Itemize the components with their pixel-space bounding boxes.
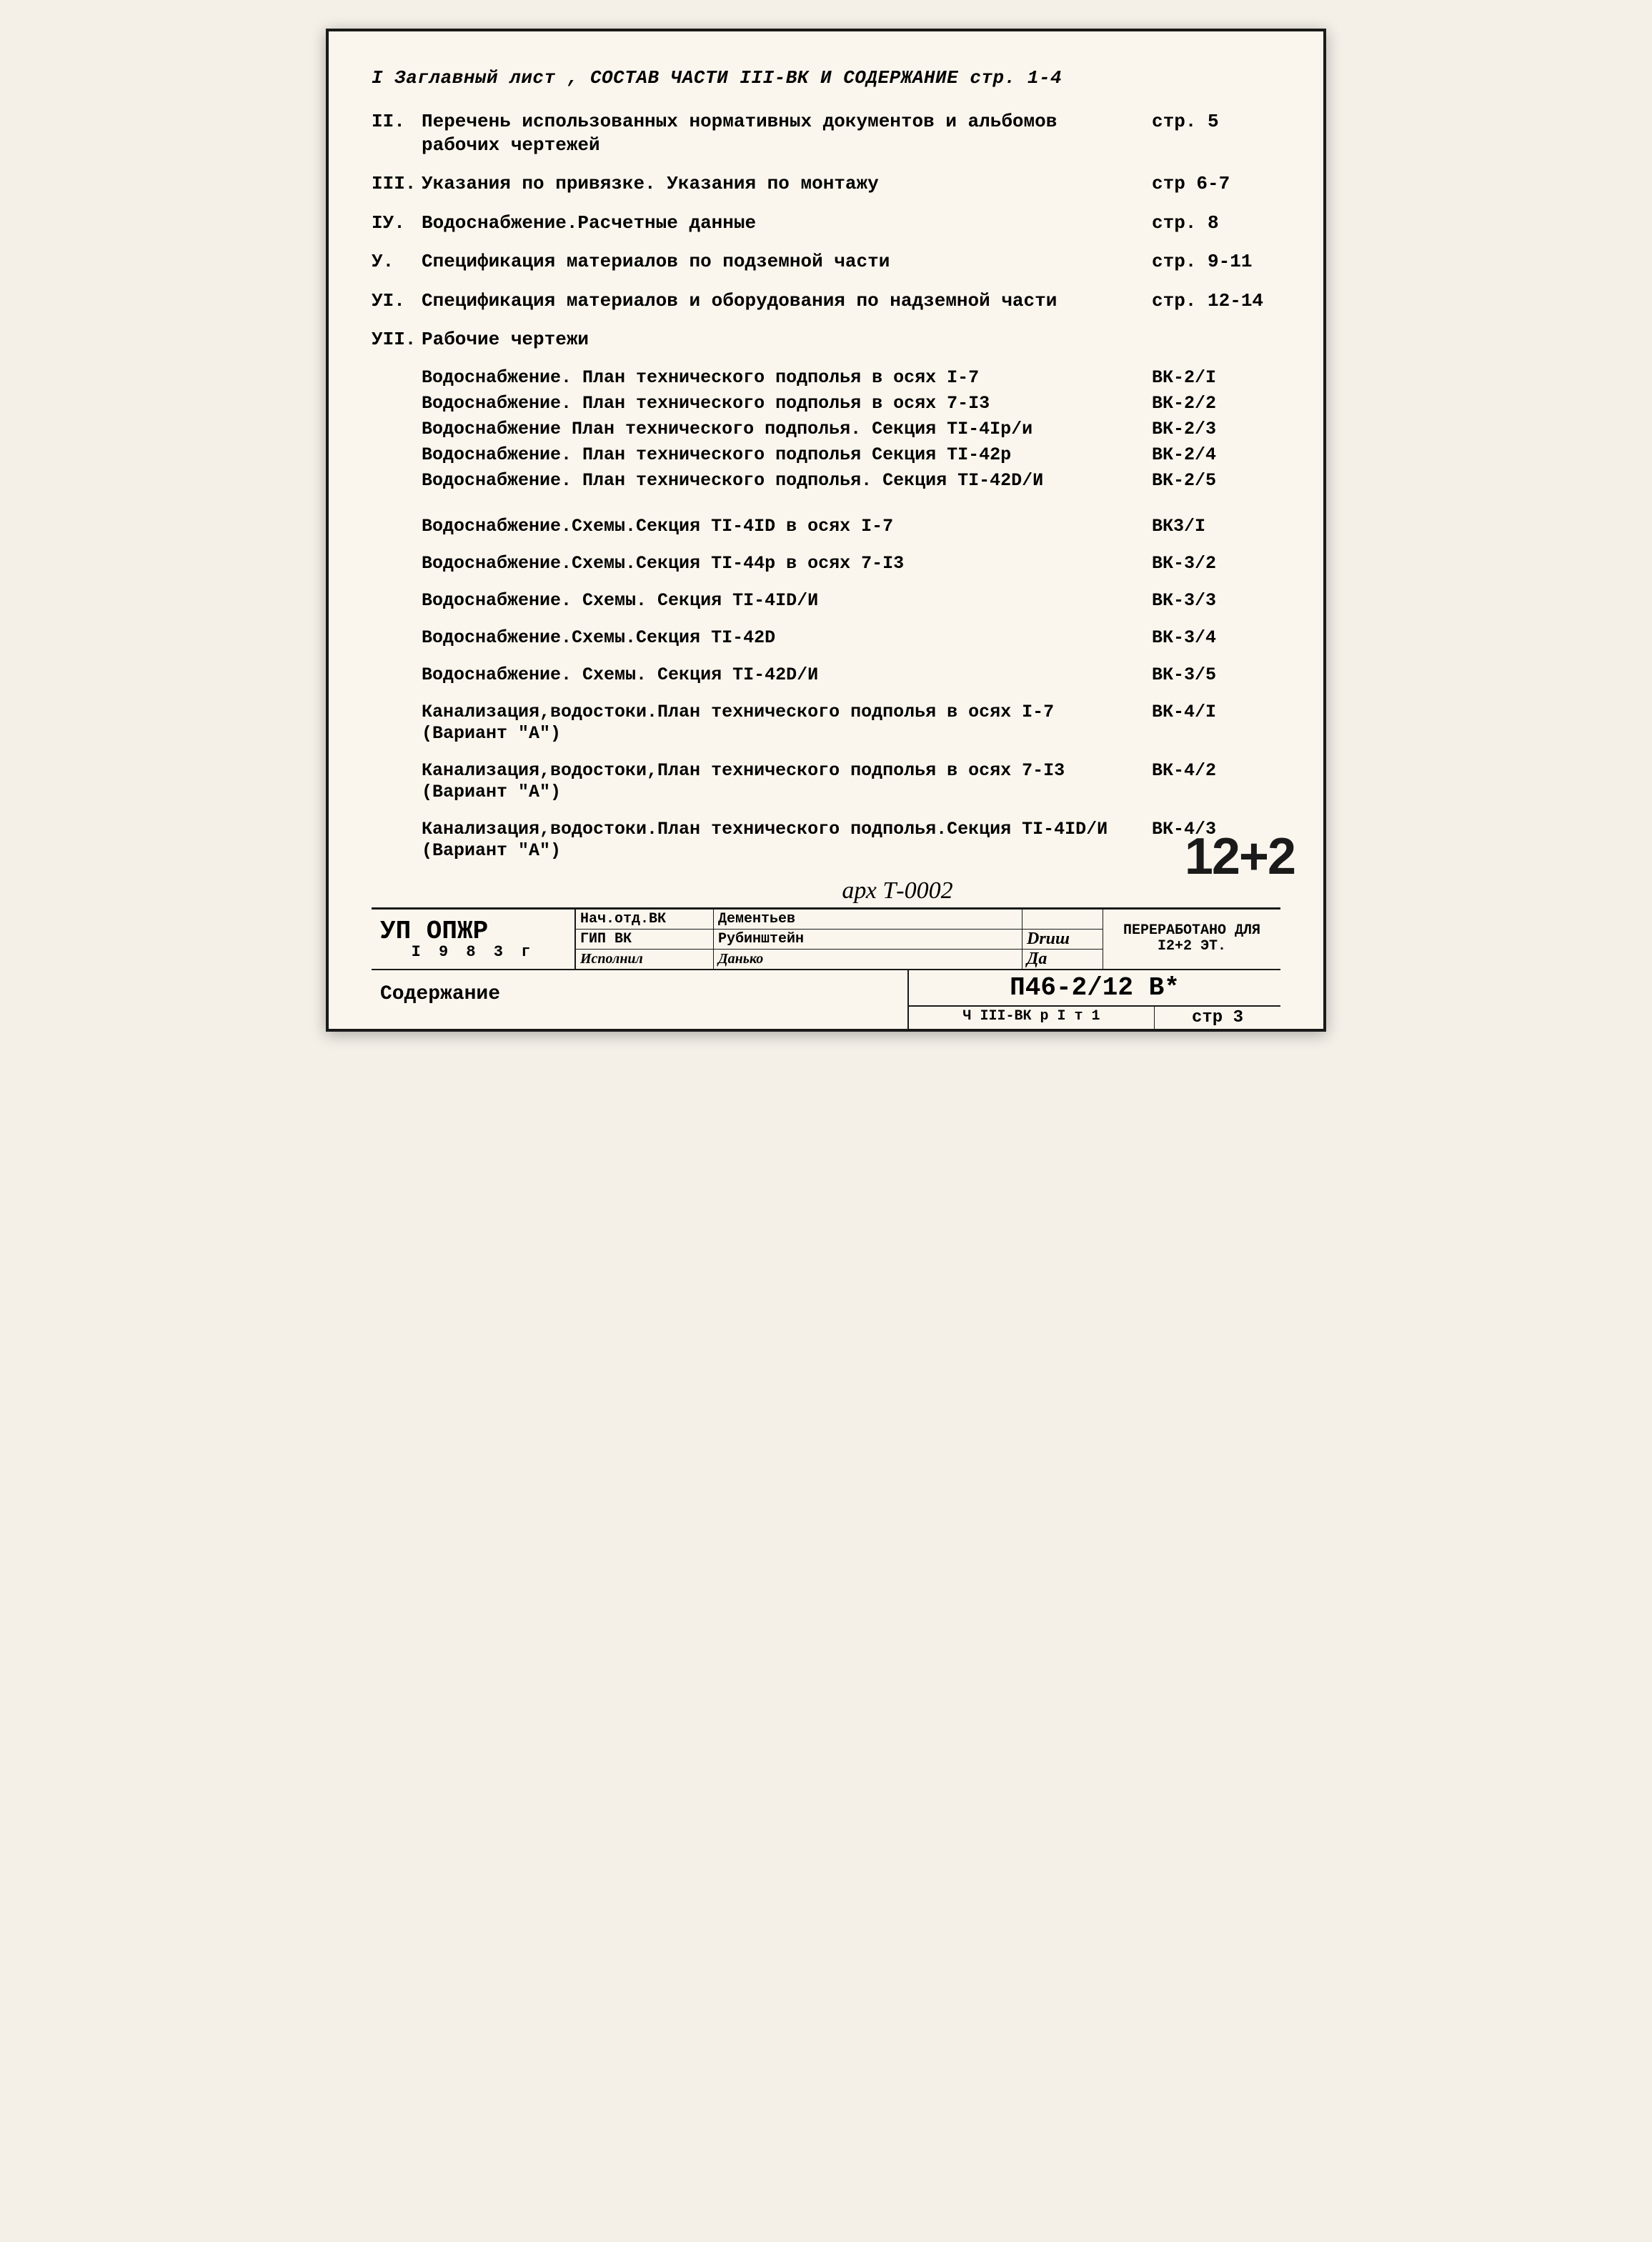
drawing-row: Водоснабжение. Схемы. Секция ТI-4ID/ИВК-… <box>372 590 1280 612</box>
role-label: Исполнил <box>576 950 714 969</box>
person-name: Рубинштейн <box>714 930 1022 949</box>
toc-row: УI.Спецификация материалов и оборудовани… <box>372 289 1280 313</box>
toc-number: УII. <box>372 328 422 352</box>
person-name: Данько <box>714 950 1022 969</box>
org-year: I 9 8 3 г <box>380 943 566 961</box>
drawings-section-2: Водоснабжение.Схемы.Секция ТI-4ID в осях… <box>372 516 1280 862</box>
archive-note: арх Т-0002 <box>514 877 1280 905</box>
drawing-row: Водоснабжение.Схемы.Секция ТI-42DВК-3/4 <box>372 627 1280 649</box>
role-label: ГИП ВК <box>576 930 714 949</box>
drawing-description: Водоснабжение.Схемы.Секция ТI-44р в осях… <box>372 553 1152 574</box>
drawing-code: ВК-3/5 <box>1152 664 1280 686</box>
toc-page: стр. 8 <box>1152 211 1280 235</box>
drawing-description: Канализация,водостоки,План технического … <box>372 760 1152 803</box>
toc-section: II.Перечень использованных нормативных д… <box>372 110 1280 352</box>
drawing-code: ВК-2/4 <box>1152 444 1280 466</box>
signature: Druш <box>1022 930 1103 949</box>
drawing-row: Водоснабжение. План технического подполь… <box>372 470 1280 492</box>
bottom-right: П46-2/12 В* Ч III-ВК р I т 1 стр 3 <box>909 970 1280 1029</box>
bottom-sub-left: Ч III-ВК р I т 1 <box>909 1007 1155 1029</box>
toc-row: IУ.Водоснабжение.Расчетные данныестр. 8 <box>372 211 1280 235</box>
toc-number: III. <box>372 172 422 196</box>
toc-description: Спецификация материалов по подземной час… <box>422 250 1152 274</box>
drawing-row: Водоснабжение. План технического подполь… <box>372 393 1280 414</box>
drawing-description: Водоснабжение.Схемы.Секция ТI-42D <box>372 627 1152 649</box>
drawing-code: ВК3/I <box>1152 516 1280 537</box>
drawing-description: Водоснабжение. Схемы. Секция ТI-4ID/И <box>372 590 1152 612</box>
toc-page <box>1152 328 1280 352</box>
drawing-code: ВК-2/I <box>1152 367 1280 389</box>
toc-row: УII.Рабочие чертежи <box>372 328 1280 352</box>
toc-description: Перечень использованных нормативных доку… <box>422 110 1152 156</box>
bottom-sub: Ч III-ВК р I т 1 стр 3 <box>909 1007 1280 1029</box>
toc-number: IУ. <box>372 211 422 235</box>
drawing-code: ВК-2/5 <box>1152 470 1280 492</box>
toc-page: стр 6-7 <box>1152 172 1280 196</box>
drawing-row: Водоснабжение. План технического подполь… <box>372 444 1280 466</box>
title-block-signatures: Нач.отд.ВКДементьевГИП ВКРубинштейнDruшИ… <box>576 910 1103 969</box>
toc-page: стр. 12-14 <box>1152 289 1280 313</box>
drawings-section-1: Водоснабжение. План технического подполь… <box>372 367 1280 492</box>
toc-number: У. <box>372 250 422 274</box>
drawing-code: ВК-2/3 <box>1152 419 1280 440</box>
title-block: УП ОПЖР I 9 8 3 г Нач.отд.ВКДементьевГИП… <box>372 907 1280 969</box>
drawing-description: Канализация,водостоки.План технического … <box>372 702 1152 744</box>
drawing-row: Водоснабжение.Схемы.Секция ТI-4ID в осях… <box>372 516 1280 537</box>
drawing-description: Водоснабжение. План технического подполь… <box>372 470 1152 492</box>
drawing-description: Водоснабжение. План технического подполь… <box>372 367 1152 389</box>
signature-row: Нач.отд.ВКДементьев <box>576 910 1103 930</box>
org-name: УП ОПЖР <box>380 917 566 946</box>
drawing-description: Водоснабжение. План технического подполь… <box>372 444 1152 466</box>
drawing-description: Водоснабжение.Схемы.Секция ТI-4ID в осях… <box>372 516 1152 537</box>
signature-row: ГИП ВКРубинштейнDruш <box>576 930 1103 950</box>
stamp-12-2: 12+2 <box>1185 827 1295 886</box>
drawing-row: Канализация,водостоки,План технического … <box>372 760 1280 803</box>
drawing-code: ВК-2/2 <box>1152 393 1280 414</box>
signature-row: ИсполнилДанькоДа <box>576 950 1103 969</box>
signature: Да <box>1022 950 1103 969</box>
toc-description: Спецификация материалов и оборудования п… <box>422 289 1152 313</box>
toc-row: У.Спецификация материалов по подземной ч… <box>372 250 1280 274</box>
drawing-code: ВК-4/I <box>1152 702 1280 744</box>
toc-description: Указания по привязке. Указания по монтаж… <box>422 172 1152 196</box>
toc-number: УI. <box>372 289 422 313</box>
drawing-description: Канализация,водостоки.План технического … <box>372 819 1152 862</box>
toc-row: II.Перечень использованных нормативных д… <box>372 110 1280 156</box>
role-label: Нач.отд.ВК <box>576 910 714 929</box>
bottom-title: Содержание <box>372 970 909 1029</box>
title-block-note: ПЕРЕРАБОТАНО ДЛЯ I2+2 ЭТ. <box>1103 910 1280 969</box>
drawing-description: Водоснабжение План технического подполья… <box>372 419 1152 440</box>
drawing-code: ВК-3/2 <box>1152 553 1280 574</box>
drawing-description: Водоснабжение. План технического подполь… <box>372 393 1152 414</box>
drawing-row: Канализация,водостоки.План технического … <box>372 819 1280 862</box>
drawing-row: Водоснабжение.Схемы.Секция ТI-44р в осях… <box>372 553 1280 574</box>
toc-description: Водоснабжение.Расчетные данные <box>422 211 1152 235</box>
toc-row: III.Указания по привязке. Указания по мо… <box>372 172 1280 196</box>
title-block-org: УП ОПЖР I 9 8 3 г <box>372 910 576 969</box>
header-line: I Заглавный лист , СОСТАВ ЧАСТИ III-ВК И… <box>372 67 1280 89</box>
toc-description: Рабочие чертежи <box>422 328 1152 352</box>
signature <box>1022 910 1103 929</box>
drawing-description: Водоснабжение. Схемы. Секция ТI-42D/И <box>372 664 1152 686</box>
drawing-row: Канализация,водостоки.План технического … <box>372 702 1280 744</box>
drawing-code: П46-2/12 В* <box>909 970 1280 1007</box>
drawing-row: Водоснабжение. Схемы. Секция ТI-42D/ИВК-… <box>372 664 1280 686</box>
drawing-code: ВК-4/2 <box>1152 760 1280 803</box>
drawing-row: Водоснабжение План технического подполья… <box>372 419 1280 440</box>
toc-page: стр. 5 <box>1152 110 1280 156</box>
drawing-row: Водоснабжение. План технического подполь… <box>372 367 1280 389</box>
drawing-code: ВК-3/4 <box>1152 627 1280 649</box>
person-name: Дементьев <box>714 910 1022 929</box>
bottom-block: Содержание П46-2/12 В* Ч III-ВК р I т 1 … <box>372 969 1280 1029</box>
document-page: I Заглавный лист , СОСТАВ ЧАСТИ III-ВК И… <box>326 29 1326 1032</box>
bottom-sub-right: стр 3 <box>1155 1007 1280 1029</box>
toc-number: II. <box>372 110 422 156</box>
drawing-code: ВК-3/3 <box>1152 590 1280 612</box>
toc-page: стр. 9-11 <box>1152 250 1280 274</box>
